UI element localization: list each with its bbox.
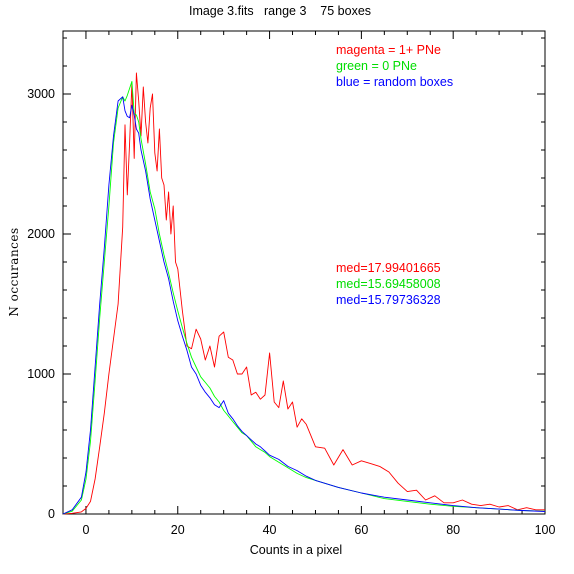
x-tick-label: 100 bbox=[535, 523, 556, 537]
y-tick-label: 0 bbox=[48, 507, 55, 521]
series-line-green bbox=[62, 80, 546, 515]
y-tick-label: 3000 bbox=[27, 87, 55, 101]
legend: magenta = 1+ PNe green = 0 PNe blue = ra… bbox=[336, 43, 453, 89]
x-axis-label: Counts in a pixel bbox=[250, 543, 342, 557]
median-annotations: med=17.99401665 med=15.69458008 med=15.7… bbox=[336, 261, 441, 307]
legend-entry-green: green = 0 PNe bbox=[336, 59, 417, 73]
y-axis-label: N occurances bbox=[7, 227, 21, 316]
series-line-blue bbox=[62, 96, 546, 515]
y-tick-label: 2000 bbox=[27, 227, 55, 241]
x-tick-label: 80 bbox=[446, 523, 460, 537]
x-tick-label: 20 bbox=[171, 523, 185, 537]
series-line-red bbox=[62, 72, 545, 515]
legend-entry-blue: blue = random boxes bbox=[336, 75, 453, 89]
series-layer bbox=[62, 72, 546, 515]
chart-title: Image 3.fits range 3 75 boxes bbox=[189, 4, 371, 18]
median-red: med=17.99401665 bbox=[336, 261, 441, 275]
y-tick-label: 1000 bbox=[27, 367, 55, 381]
plot-frame bbox=[62, 30, 546, 515]
axis-ticks bbox=[62, 31, 546, 515]
x-tick-label: 60 bbox=[354, 523, 368, 537]
median-blue: med=15.79736328 bbox=[336, 293, 441, 307]
legend-entry-magenta: magenta = 1+ PNe bbox=[336, 43, 441, 57]
x-tick-label: 0 bbox=[82, 523, 89, 537]
x-tick-label: 40 bbox=[263, 523, 277, 537]
median-green: med=15.69458008 bbox=[336, 277, 441, 291]
